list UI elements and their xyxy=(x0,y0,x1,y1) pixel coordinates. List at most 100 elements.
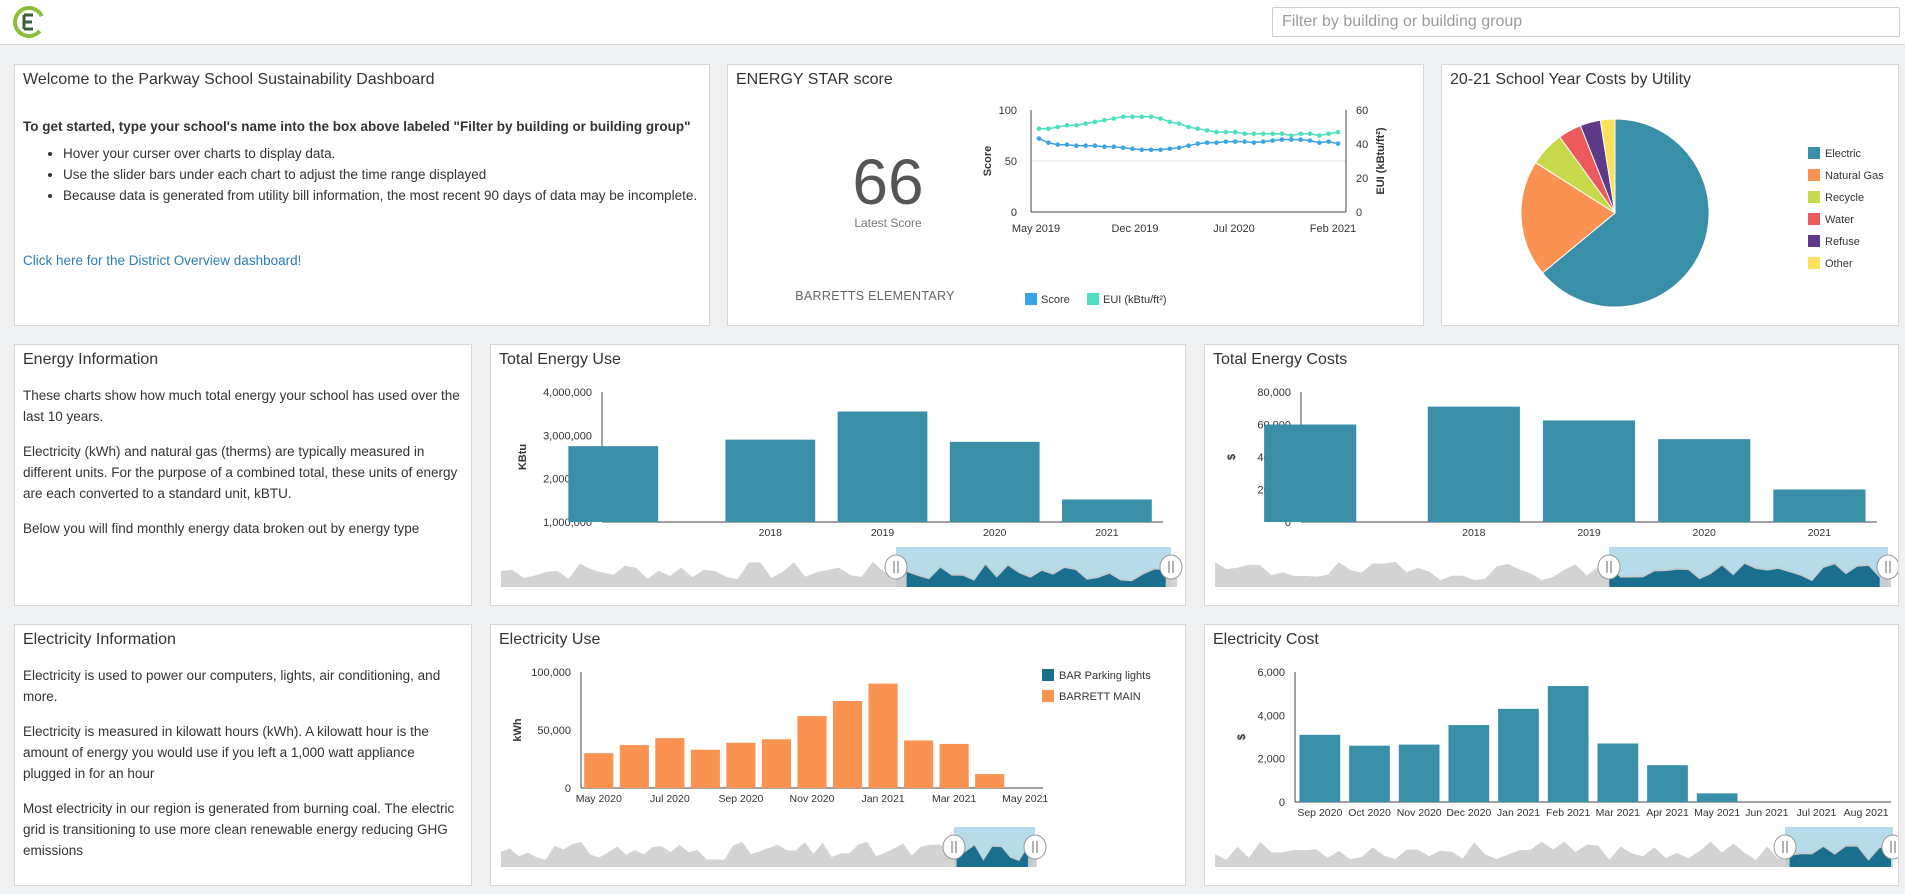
bar xyxy=(1349,745,1390,802)
data-point xyxy=(1288,133,1294,138)
data-point xyxy=(1270,138,1275,143)
instructions-bold: To get started, type your school's name … xyxy=(23,119,691,134)
leaf-e-logo-icon[interactable] xyxy=(12,5,46,39)
costs-pie-chart[interactable]: Electric Natural Gas Recycle Water Refuse Oth… xyxy=(1442,65,1899,326)
energy-star-chart[interactable]: 0 50 100 0 20 40 60 Score EUI (kBtu/ft²) May 2019… xyxy=(728,65,1424,326)
data-point xyxy=(1186,124,1191,130)
x-tick-label: Jun 2021 xyxy=(1745,807,1788,819)
x-tick-label: Jul 2020 xyxy=(1213,223,1255,235)
data-point xyxy=(1074,143,1079,148)
y-tick-label: 0 xyxy=(1285,517,1291,529)
navigator-area xyxy=(1215,841,1891,867)
range-handle-left[interactable] xyxy=(1773,834,1797,860)
data-point xyxy=(1251,131,1257,137)
navigator-selected-area xyxy=(1789,846,1891,867)
range-handle-right[interactable] xyxy=(1881,834,1899,860)
y-axis-label: Score xyxy=(982,146,994,177)
legend-swatch xyxy=(1042,669,1054,681)
range-handle-left[interactable] xyxy=(884,554,908,580)
bar xyxy=(975,774,1005,788)
data-point xyxy=(1317,133,1322,138)
data-point xyxy=(1036,136,1042,141)
navigator-selected-area xyxy=(906,564,1166,587)
electricity-use-chart[interactable]: 0 50,000 100,000 kWh May 2020 Jul 2020 Sep 202… xyxy=(491,625,1186,886)
data-point xyxy=(1130,114,1135,120)
legend-swatch xyxy=(1808,169,1820,181)
y-tick-label: 80,000 xyxy=(1257,387,1291,399)
bar xyxy=(837,411,928,522)
data-point xyxy=(1307,131,1313,137)
y2-tick-label: 40 xyxy=(1356,139,1368,151)
y-tick-label: 0 xyxy=(1011,207,1017,219)
list-item: Hover your curser over charts to display… xyxy=(63,143,703,164)
data-point xyxy=(1092,119,1098,125)
building-filter-input[interactable] xyxy=(1272,7,1900,37)
x-tick-label: Dec 2020 xyxy=(1446,807,1491,819)
legend-swatch xyxy=(1808,213,1820,225)
data-point xyxy=(1214,129,1219,135)
panel-title: Electricity Cost xyxy=(1213,631,1319,648)
bar xyxy=(904,740,934,788)
data-point xyxy=(1242,139,1247,144)
navigator-area xyxy=(501,841,1037,867)
legend-swatch xyxy=(1808,191,1820,203)
data-point xyxy=(1326,131,1331,137)
bar xyxy=(568,446,659,522)
data-point xyxy=(1326,139,1331,144)
total-energy-use-chart[interactable]: 1,000,0002,000,0003,000,0004,000,000KBtu… xyxy=(491,345,1186,606)
district-overview-link[interactable]: Click here for the District Overview das… xyxy=(23,253,302,268)
bar xyxy=(832,701,863,788)
y-tick-label: 2,000 xyxy=(1257,754,1285,766)
y2-tick-label: 20 xyxy=(1356,173,1368,185)
range-handle-right[interactable] xyxy=(1159,554,1183,580)
y-tick-label: 3,000,000 xyxy=(543,430,592,442)
data-point xyxy=(1223,129,1229,135)
bar xyxy=(1597,743,1639,802)
x-tick-label: 2019 xyxy=(1577,527,1601,539)
x-tick-label: Mar 2021 xyxy=(932,793,977,805)
data-point xyxy=(1298,137,1303,142)
panel-title: ENERGY STAR score xyxy=(736,71,893,88)
range-handle-right[interactable] xyxy=(1023,834,1047,860)
legend-label: Refuse xyxy=(1825,236,1860,248)
y-tick-label: 0 xyxy=(1279,797,1285,809)
y-tick-label: 50,000 xyxy=(537,725,571,737)
x-tick-label: Nov 2020 xyxy=(1397,807,1442,819)
range-handle-left[interactable] xyxy=(1597,554,1621,580)
bar xyxy=(939,743,969,788)
navigator-selected-area xyxy=(956,845,1029,867)
panel-title: 20-21 School Year Costs by Utility xyxy=(1450,71,1692,88)
bar xyxy=(1264,424,1357,522)
data-point xyxy=(1064,142,1070,147)
x-tick-label: May 2020 xyxy=(576,793,622,805)
bar xyxy=(1448,725,1490,802)
data-point xyxy=(1120,145,1126,151)
data-point xyxy=(1036,126,1042,131)
y2-tick-label: 0 xyxy=(1356,207,1362,219)
energy-info-panel: Energy Information These charts show how… xyxy=(14,344,472,606)
total-energy-costs-panel: Total Energy Costs 020,00040,00060,00080… xyxy=(1204,344,1899,606)
panel-title: Electricity Use xyxy=(499,631,601,648)
panel-title: Energy Information xyxy=(23,351,159,368)
data-point xyxy=(1279,137,1285,142)
x-tick-label: Jul 2021 xyxy=(1797,807,1837,819)
bar xyxy=(1542,420,1636,522)
y-axis-label: $ xyxy=(1236,734,1248,740)
data-point xyxy=(1335,129,1341,135)
paragraph: Most electricity in our region is genera… xyxy=(23,801,455,858)
bar xyxy=(1696,793,1738,802)
total-energy-costs-chart[interactable]: 020,00040,00060,00080,000$20182019202020… xyxy=(1205,345,1899,606)
data-point xyxy=(1279,131,1285,137)
electricity-cost-chart[interactable]: 0 2,000 4,000 6,000 $ Sep 2020 Oct 2020 Nov 202… xyxy=(1205,625,1899,886)
range-handle-right[interactable] xyxy=(1876,554,1899,580)
y-tick-label: 4,000 xyxy=(1257,710,1285,722)
legend-label: Water xyxy=(1825,214,1854,226)
y-tick-label: 0 xyxy=(565,783,571,795)
data-point xyxy=(1232,139,1238,144)
range-handle-left[interactable] xyxy=(942,834,966,860)
data-point xyxy=(1251,140,1257,145)
bar xyxy=(1498,708,1539,802)
bar xyxy=(949,441,1040,522)
pie-slice xyxy=(1520,161,1616,274)
x-tick-label: May 2021 xyxy=(1694,807,1740,819)
